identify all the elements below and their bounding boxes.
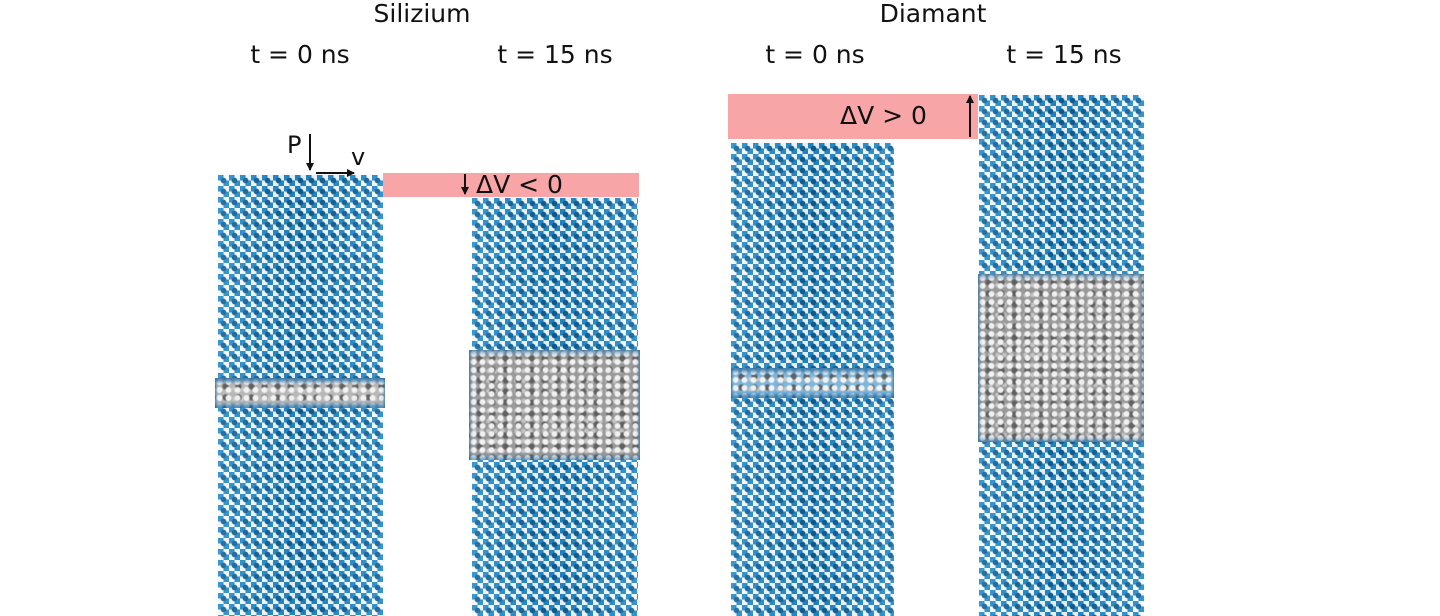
volume-increase-bar [728, 94, 978, 139]
volume-decrease-label: ΔV < 0 [476, 170, 563, 199]
diamond-t15-amorphous-layer [978, 274, 1144, 442]
silicon-t15-amorphous-layer [469, 350, 640, 460]
silicon-t0-amorphous-interface [215, 378, 385, 408]
diamond-t0-interface [731, 368, 894, 398]
diamond-heading: Diamant [879, 0, 987, 28]
volume-decrease-bar [383, 173, 639, 197]
volume-increase-label: ΔV > 0 [840, 101, 927, 130]
velocity-label: v [351, 143, 366, 171]
pressure-label: P [287, 131, 302, 159]
silicon-time-label-t0: t = 0 ns [250, 40, 350, 69]
silicon-time-label-t15: t = 15 ns [497, 40, 613, 69]
silicon-heading: Silizium [373, 0, 471, 28]
diamond-time-label-t15: t = 15 ns [1006, 40, 1122, 69]
diamond-time-label-t0: t = 0 ns [765, 40, 865, 69]
